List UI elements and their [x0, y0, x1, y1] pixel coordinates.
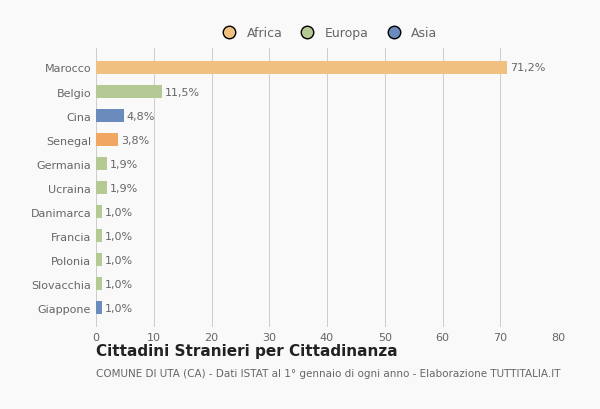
- Bar: [96, 86, 163, 99]
- Legend: Africa, Europa, Asia: Africa, Europa, Asia: [212, 22, 443, 45]
- Text: 4,8%: 4,8%: [127, 111, 155, 121]
- Bar: [96, 110, 124, 123]
- Bar: [96, 254, 102, 267]
- Bar: [96, 229, 102, 243]
- Text: 3,8%: 3,8%: [121, 135, 149, 145]
- Text: 1,0%: 1,0%: [104, 207, 133, 217]
- Text: 71,2%: 71,2%: [510, 63, 545, 73]
- Text: 1,0%: 1,0%: [104, 255, 133, 265]
- Bar: [96, 205, 102, 219]
- Bar: [96, 157, 107, 171]
- Text: 1,0%: 1,0%: [104, 303, 133, 313]
- Bar: [96, 301, 102, 315]
- Text: 1,0%: 1,0%: [104, 279, 133, 289]
- Text: 1,9%: 1,9%: [110, 183, 138, 193]
- Bar: [96, 182, 107, 195]
- Bar: [96, 277, 102, 290]
- Text: 11,5%: 11,5%: [166, 87, 200, 97]
- Text: 1,9%: 1,9%: [110, 159, 138, 169]
- Bar: [96, 62, 507, 75]
- Text: COMUNE DI UTA (CA) - Dati ISTAT al 1° gennaio di ogni anno - Elaborazione TUTTIT: COMUNE DI UTA (CA) - Dati ISTAT al 1° ge…: [96, 368, 560, 378]
- Text: 1,0%: 1,0%: [104, 231, 133, 241]
- Text: Cittadini Stranieri per Cittadinanza: Cittadini Stranieri per Cittadinanza: [96, 344, 398, 359]
- Bar: [96, 134, 118, 147]
